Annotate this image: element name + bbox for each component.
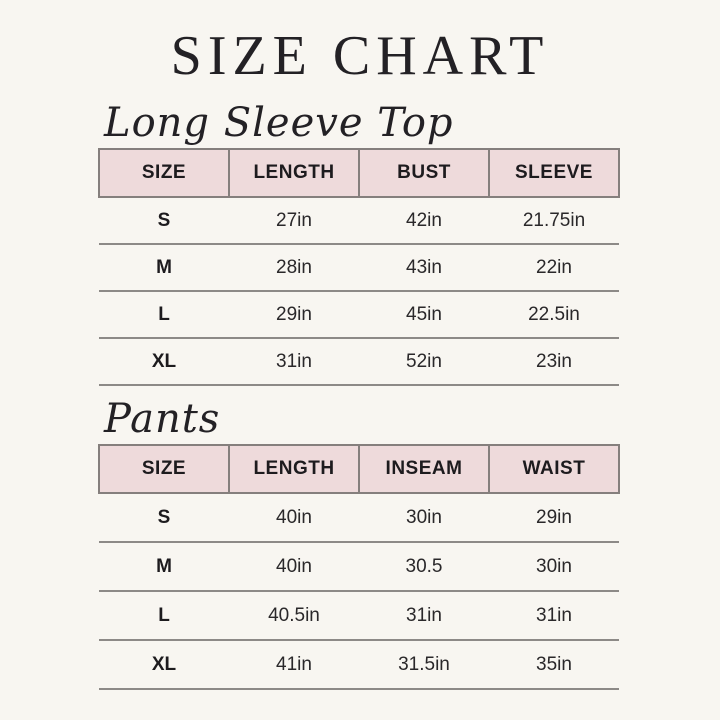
table-row: L 40.5in 31in 31in — [99, 591, 619, 641]
size-table-long-sleeve-top: SIZE LENGTH BUST SLEEVE S 27in 42in 21.75in M 28i… — [98, 148, 620, 386]
measurement-cell: 30.5 — [359, 542, 489, 592]
measurement-cell: 45in — [359, 291, 489, 339]
column-header: BUST — [358, 148, 490, 198]
table-row: L 29in 45in 22.5in — [99, 291, 619, 339]
size-cell: M — [99, 542, 229, 592]
size-cell: XL — [99, 338, 229, 386]
table-row: M 40in 30.5 30in — [99, 542, 619, 592]
table-row: S 40in 30in 29in — [99, 493, 619, 543]
table-row: XL 31in 52in 23in — [99, 338, 619, 386]
column-header: SIZE — [98, 148, 230, 198]
size-table-pants: SIZE LENGTH INSEAM WAIST S 40in 30in 29in M 40in 3… — [98, 444, 620, 690]
size-cell: L — [99, 291, 229, 339]
measurement-cell: 40in — [229, 542, 359, 592]
page-title: SIZE CHART — [170, 25, 550, 87]
measurement-cell: 28in — [229, 244, 359, 292]
table-row: XL 41in 31.5in 35in — [99, 640, 619, 690]
column-header: LENGTH — [228, 148, 360, 198]
size-cell: L — [99, 591, 229, 641]
section-heading-long-sleeve-top: Long Sleeve Top — [104, 100, 454, 146]
column-header: LENGTH — [228, 444, 360, 494]
measurement-cell: 42in — [359, 197, 489, 245]
measurement-cell: 21.75in — [489, 197, 619, 245]
section-heading-pants: Pants — [104, 396, 221, 442]
section-long-sleeve-top: Long Sleeve Top SIZE LENGTH BUST SLEEVE S 27i… — [0, 102, 720, 386]
table-row: S 27in 42in 21.75in — [99, 197, 619, 245]
size-cell: M — [99, 244, 229, 292]
column-header: WAIST — [488, 444, 620, 494]
measurement-cell: 31in — [359, 591, 489, 641]
measurement-cell: 43in — [359, 244, 489, 292]
measurement-cell: 31in — [229, 338, 359, 386]
measurement-cell: 22in — [489, 244, 619, 292]
measurement-cell: 41in — [229, 640, 359, 690]
measurement-cell: 29in — [489, 493, 619, 543]
size-cell: S — [99, 493, 229, 543]
size-cell: S — [99, 197, 229, 245]
measurement-cell: 40in — [229, 493, 359, 543]
measurement-cell: 30in — [489, 542, 619, 592]
column-header: INSEAM — [358, 444, 490, 494]
table-row: M 28in 43in 22in — [99, 244, 619, 292]
measurement-cell: 29in — [229, 291, 359, 339]
measurement-cell: 23in — [489, 338, 619, 386]
measurement-cell: 31in — [489, 591, 619, 641]
section-pants: Pants SIZE LENGTH INSEAM WAIST S 40in 30in 29in… — [0, 398, 720, 690]
measurement-cell: 40.5in — [229, 591, 359, 641]
measurement-cell: 27in — [229, 197, 359, 245]
measurement-cell: 35in — [489, 640, 619, 690]
measurement-cell: 22.5in — [489, 291, 619, 339]
size-cell: XL — [99, 640, 229, 690]
measurement-cell: 31.5in — [359, 640, 489, 690]
measurement-cell: 52in — [359, 338, 489, 386]
table-header-row: SIZE LENGTH INSEAM WAIST — [98, 444, 620, 494]
table-header-row: SIZE LENGTH BUST SLEEVE — [98, 148, 620, 198]
column-header: SIZE — [98, 444, 230, 494]
measurement-cell: 30in — [359, 493, 489, 543]
column-header: SLEEVE — [488, 148, 620, 198]
